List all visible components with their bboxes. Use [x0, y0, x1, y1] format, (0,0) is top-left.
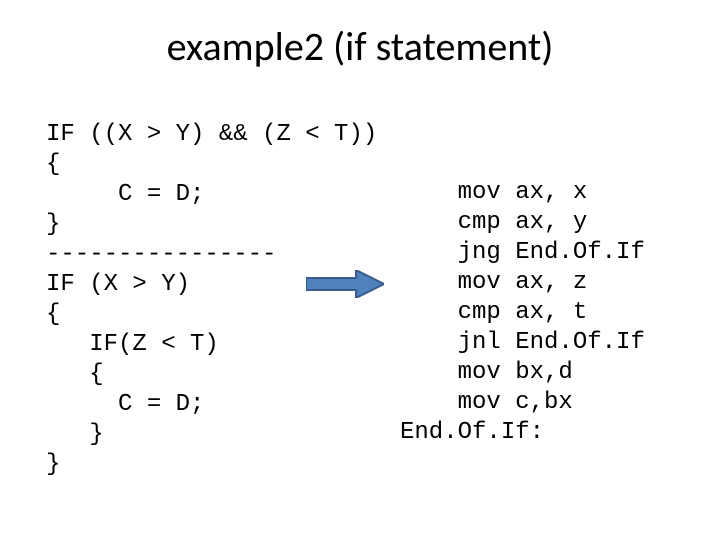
arrow-icon	[306, 270, 384, 303]
slide: example2 (if statement) IF ((X > Y) && (…	[0, 0, 720, 540]
code-block-right: mov ax, x cmp ax, y jng End.Of.If mov ax…	[400, 178, 645, 448]
arrow-shape	[306, 270, 384, 298]
slide-title: example2 (if statement)	[0, 22, 720, 71]
